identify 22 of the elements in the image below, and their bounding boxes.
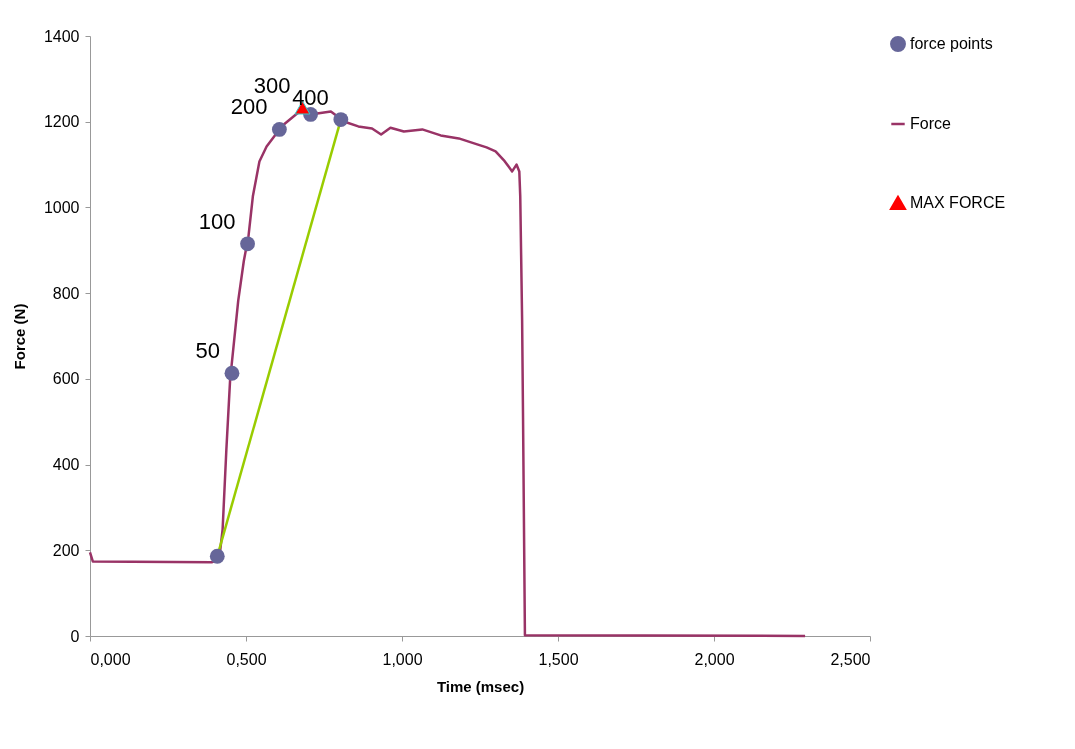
x-tick-label: 1,500 [538,650,579,668]
x-tick-label: 2,000 [694,650,735,668]
annotation: 100 [198,208,236,234]
y-tick-label: 600 [52,370,80,388]
legend-label: Force [910,115,951,132]
x-tick-label: 1,000 [382,650,423,668]
annotation: 400 [292,84,329,110]
y-tick-label: 200 [52,541,80,559]
y-tick-label: 1200 [43,113,80,131]
y-axis-title: Force (N) [10,303,28,370]
legend-label: MAX FORCE [910,194,1006,211]
y-tick-label: 1000 [43,198,80,216]
legend-label: force points [910,35,993,52]
y-tick-label: 800 [52,284,80,302]
y-tick-label: 400 [52,456,80,474]
y-tick-label: 1400 [43,27,80,45]
x-axis-title: Time (msec) [436,677,525,695]
x-tick-label: 2,500 [830,650,871,668]
x-tick-label: 0,500 [226,650,267,668]
annotation: 50 [195,338,220,364]
y-tick-label: 0 [70,627,80,645]
x-tick-label: 0,000 [90,650,131,668]
